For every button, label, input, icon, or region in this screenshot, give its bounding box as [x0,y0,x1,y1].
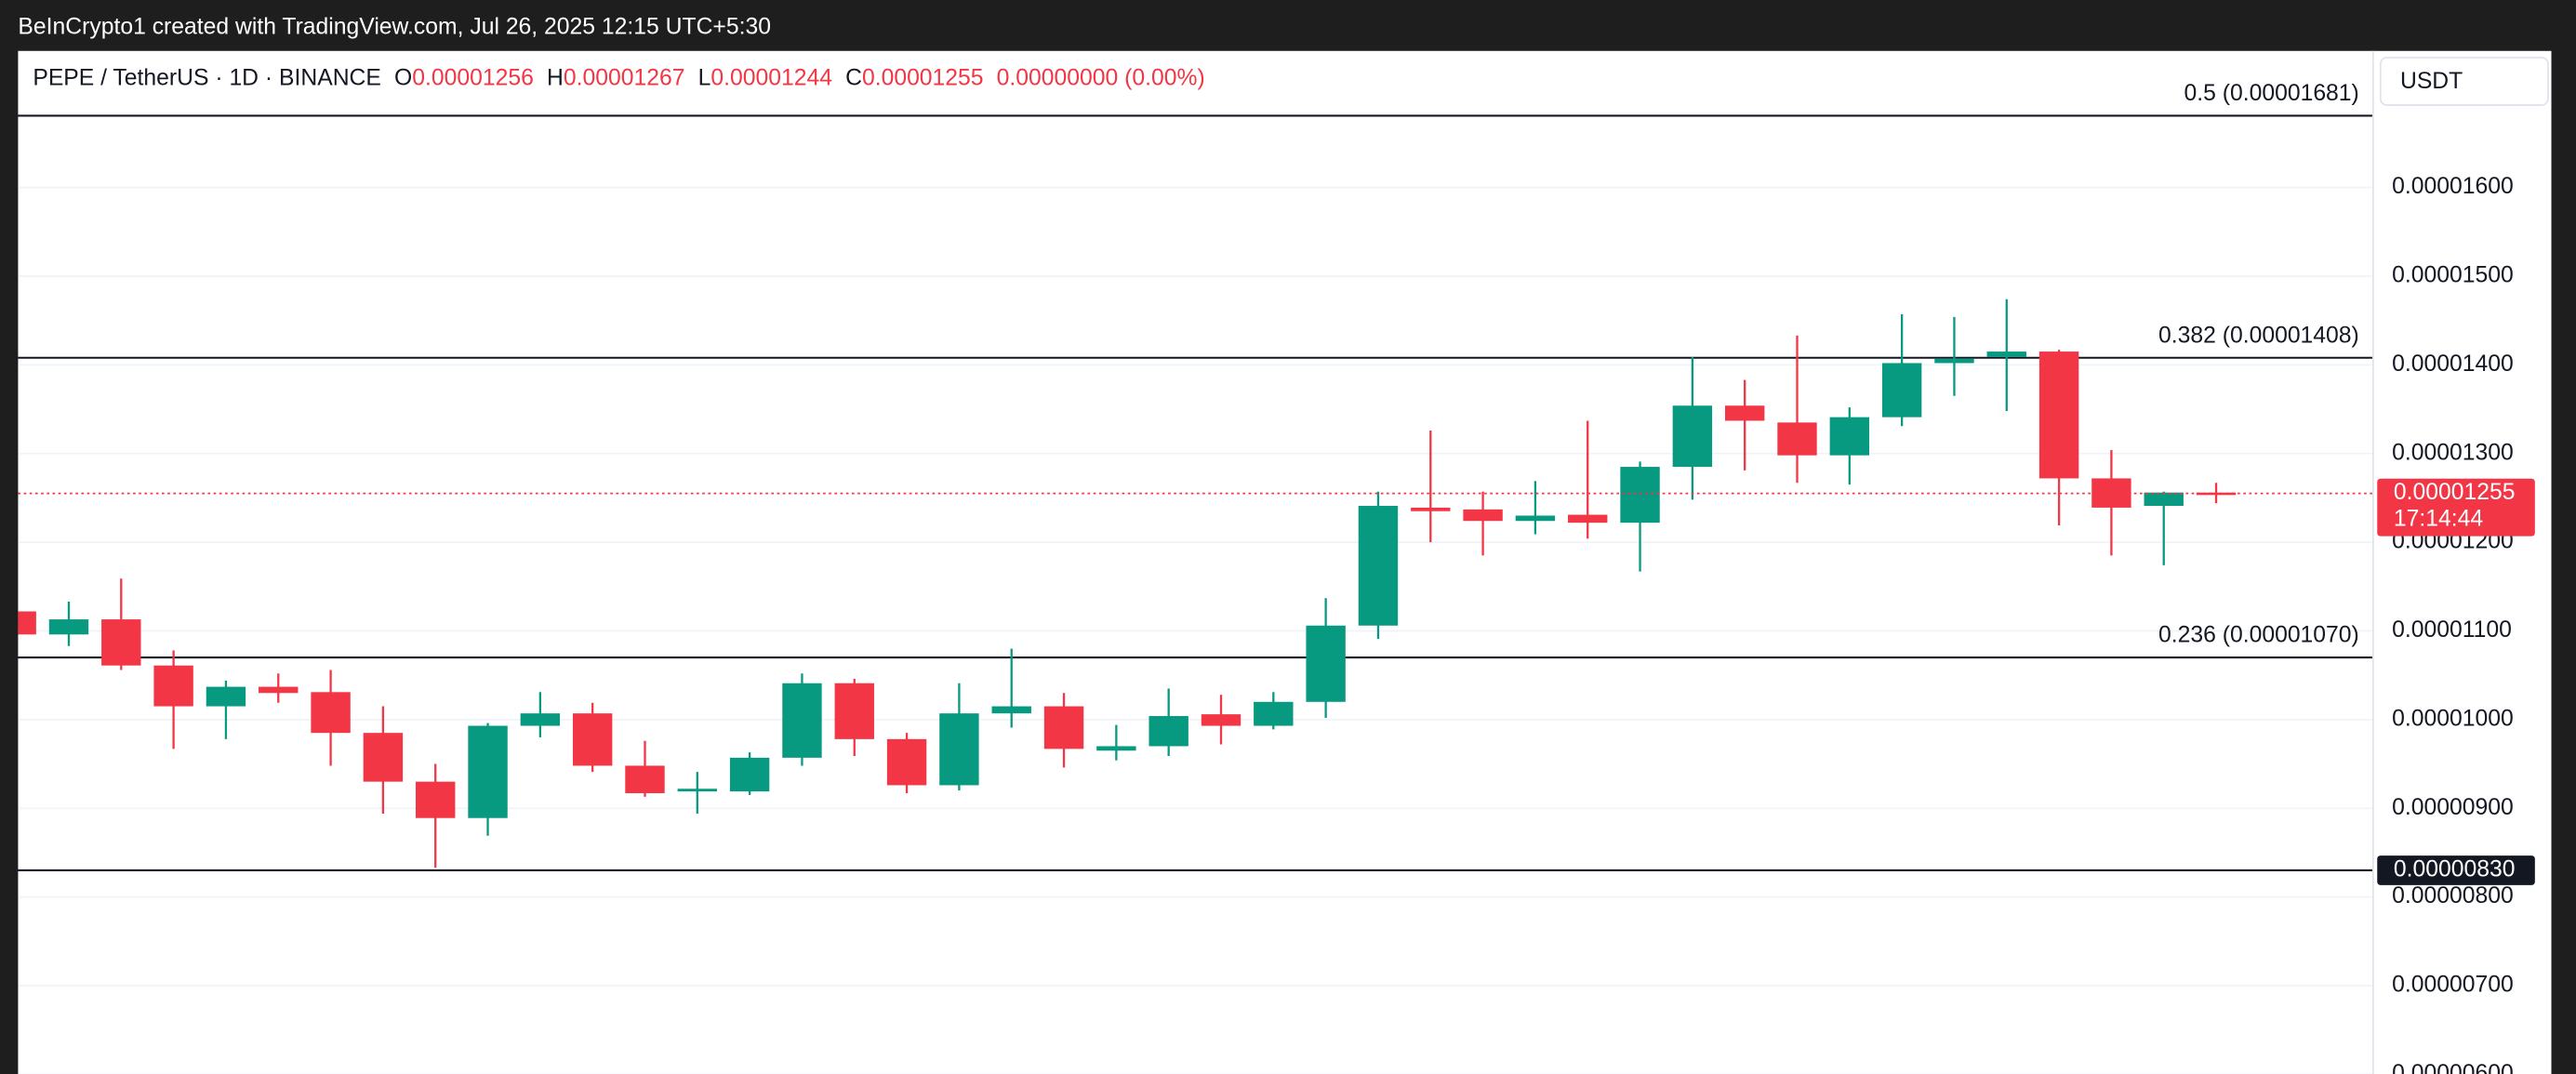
candle-body [677,789,718,792]
symbol: PEPE / TetherUS · 1D · BINANCE [33,65,381,90]
candle-body [729,757,770,792]
y-tick-label: 0.00000700 [2392,973,2514,998]
legend-value: 0.00001255 [862,65,984,90]
candle-body [1515,515,1556,522]
countdown: 17:14:44 [2394,506,2483,531]
last-price-label: 0.00001255 [2394,480,2516,505]
last-price-box [2377,478,2535,537]
candle-body [782,683,822,758]
support-box [2377,855,2535,885]
y-tick-label: 0.00000800 [2392,883,2514,908]
candle-body [625,765,665,794]
candle-body [101,619,141,666]
candle-body [1620,467,1660,524]
candle-body [1672,405,1713,468]
candle-body [1463,509,1503,522]
candle-body [311,692,351,734]
candle-body [206,686,246,707]
candle-body [18,611,36,635]
y-tick-label: 0.00000600 [2392,1061,2514,1074]
candle-body [1411,507,1451,511]
currency-box[interactable] [2379,56,2549,106]
candle-body [572,713,613,766]
candle-body [1829,417,1870,456]
candle-body [1777,422,1817,456]
y-tick-label: 0.00001000 [2392,706,2514,731]
candle-body [520,713,561,726]
candle-body [416,781,456,818]
candle-body [1254,701,1294,726]
candle-body [363,733,404,782]
candle-body [991,706,1031,714]
candles [18,298,2237,868]
candle-body [468,725,508,818]
legend-value: 0.00001256 [412,65,534,90]
candle-body [1568,514,1608,524]
fib-label: 0.236 (0.00001070) [2158,623,2359,648]
y-tick-label: 0.00001300 [2392,440,2514,465]
legend: PEPE / TetherUS · 1D · BINANCE O 0.0000125… [33,65,1204,90]
legend-value: 0.00001244 [710,65,832,90]
legend-label: L [698,65,711,90]
candle-body [1306,625,1346,702]
candle-body [2144,492,2184,507]
candle-body [939,713,979,786]
candle-body [1149,716,1188,747]
y-tick-label: 0.00000900 [2392,795,2514,820]
legend-change: 0.00000000 (0.00%) [997,65,1205,90]
legend-value: 0.00001267 [564,65,685,90]
candle-body [153,665,193,707]
legend-label: C [845,65,862,90]
support-label: 0.00000830 [2394,857,2516,882]
candle-body [886,738,927,786]
candle-body [1096,746,1136,751]
legend-label: O [394,65,412,90]
y-tick-label: 0.00001400 [2392,351,2514,377]
candle-body [259,686,299,694]
y-tick-label: 0.00001500 [2392,263,2514,288]
candle-body [1724,405,1765,421]
candle-body [1043,706,1084,749]
candle-body [1986,351,2026,357]
candle-body [1881,363,1922,418]
credit: BeInCrypto1 created with TradingView.com… [18,15,771,40]
legend-label: H [547,65,564,90]
candle-body [834,683,874,739]
candle-body [1201,714,1242,726]
fib-label: 0.5 (0.00001681) [2184,81,2359,106]
candle-body [1934,358,1974,364]
chart-area [18,50,2552,1074]
y-tick-label: 0.00001600 [2392,174,2514,199]
fib-label: 0.382 (0.00001408) [2158,323,2359,348]
candle-body [2038,351,2079,479]
candle-body [48,619,89,635]
candle-body [1358,506,1399,626]
y-tick-label: 0.00001100 [2392,617,2512,643]
currency[interactable]: USDT [2400,69,2463,94]
